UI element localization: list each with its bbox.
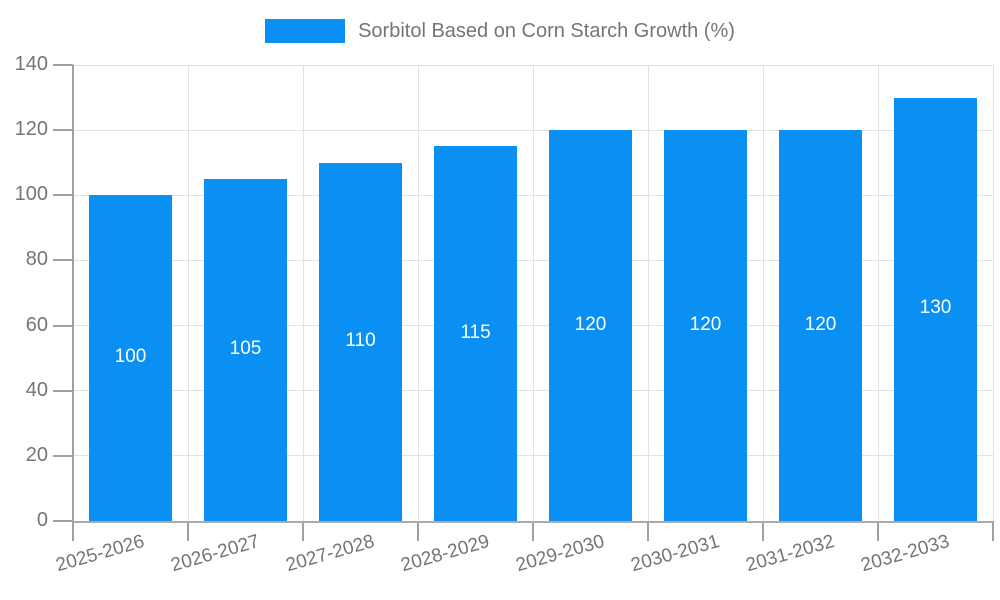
x-axis-tick	[417, 521, 419, 541]
bar-2029-2030[interactable]	[549, 130, 632, 521]
y-axis-tick-label: 20	[25, 443, 48, 466]
y-axis-tick-label: 60	[25, 313, 48, 336]
y-axis-line	[72, 65, 74, 521]
x-axis-tick	[762, 521, 764, 541]
y-axis-tick-label: 40	[25, 378, 48, 401]
bar-2028-2029[interactable]	[434, 146, 517, 521]
y-axis-tick	[53, 64, 73, 66]
gridline-vertical	[187, 65, 189, 521]
gridline-vertical	[762, 65, 764, 521]
y-axis-tick	[53, 129, 73, 132]
bar-2032-2033[interactable]	[894, 97, 977, 521]
bar-2027-2028[interactable]	[319, 162, 402, 521]
y-axis-tick-label: 100	[14, 183, 48, 206]
gridline-vertical	[302, 65, 304, 521]
y-axis-tick-label: 140	[14, 53, 48, 75]
y-axis-tick	[53, 454, 73, 457]
bar-2025-2026[interactable]	[89, 195, 172, 521]
legend-label: Sorbitol Based on Corn Starch Growth (%)	[358, 19, 735, 42]
legend-item[interactable]: Sorbitol Based on Corn Starch Growth (%)	[0, 17, 1000, 45]
x-axis-tick	[302, 521, 304, 541]
bar-2030-2031[interactable]	[664, 130, 747, 521]
y-axis-tick	[53, 389, 73, 392]
y-axis-tick-label: 120	[14, 118, 48, 141]
y-axis-tick	[53, 324, 73, 327]
gridline-vertical	[877, 65, 879, 521]
x-axis-tick	[647, 521, 649, 541]
gridline-vertical	[532, 65, 534, 521]
x-axis-tick	[72, 521, 74, 541]
x-axis-line	[73, 521, 993, 523]
legend-swatch	[265, 19, 346, 43]
gridline-vertical	[647, 65, 649, 521]
gridline-vertical	[417, 65, 419, 521]
x-axis-tick	[532, 521, 534, 541]
bar-2031-2032[interactable]	[779, 130, 862, 521]
y-axis-tick	[53, 520, 73, 522]
x-axis-tick	[877, 521, 879, 541]
bar-2026-2027[interactable]	[204, 179, 287, 521]
y-axis-tick-label: 0	[36, 509, 48, 531]
y-axis-tick-label: 80	[25, 248, 48, 271]
x-axis-tick	[187, 521, 189, 541]
gridline-vertical	[992, 65, 994, 521]
x-axis-tick	[992, 521, 994, 541]
y-axis-tick	[53, 259, 73, 262]
y-axis-tick	[53, 194, 73, 197]
